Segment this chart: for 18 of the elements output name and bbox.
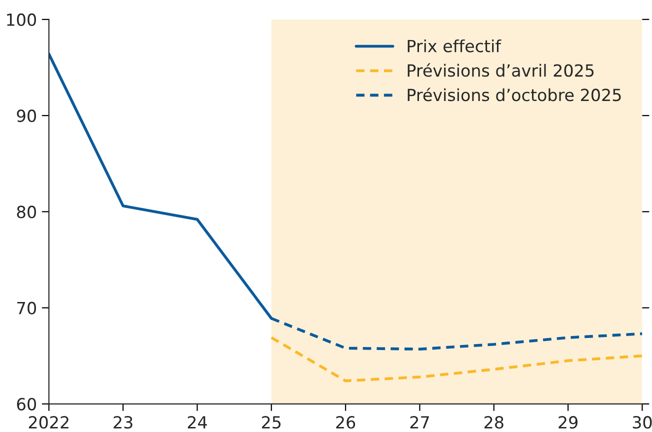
x-tick-label: 27 [410,416,429,428]
x-tick-label: 26 [336,416,356,429]
x-tick-label: 24 [188,416,207,428]
legend-label: Prix effectif [408,39,502,52]
y-tick-label: 100 [7,13,36,26]
x-tick-label: 2022 [28,416,68,429]
y-tick-label: 70 [17,302,36,314]
legend-label: Prévisions d’avril 2025 [408,63,594,77]
x-tick-label: 25 [262,416,281,429]
x-tick-label: 30 [632,416,652,429]
x-tick-label: 28 [484,416,504,429]
y-tick-label: 90 [16,110,36,122]
y-tick-label: 60 [17,398,36,410]
y-tick-label: 80 [17,206,36,218]
x-tick-label: 29 [558,416,578,429]
x-tick-label: 23 [114,416,132,429]
legend-label: Prévisions d’octobre 2025 [408,88,621,102]
line-series [270,336,642,382]
